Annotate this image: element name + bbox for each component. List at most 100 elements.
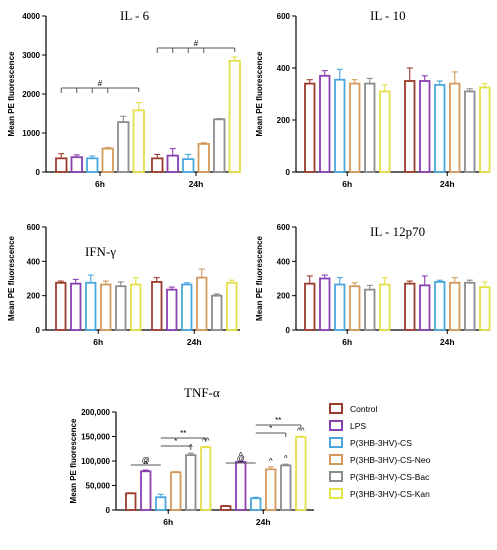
bar-il6-24h-3 bbox=[197, 143, 210, 173]
panel-title-il6: IL - 6 bbox=[120, 8, 150, 23]
bar-il6-24h-0 bbox=[151, 157, 164, 173]
bar-il6-6h-1 bbox=[70, 156, 83, 173]
bar-tnfa-24h-2 bbox=[250, 497, 262, 511]
bar-ifng-6h-2 bbox=[85, 281, 97, 331]
bar-ifng-24h-4 bbox=[211, 294, 223, 331]
bar-il12p70-24h-2 bbox=[434, 281, 446, 331]
bar-tnfa-24h-0 bbox=[220, 505, 232, 511]
bar-ifng-24h-0 bbox=[151, 281, 163, 331]
y-tick-label: 3000 bbox=[22, 51, 40, 60]
legend-item-cs-kan: P(3HB-3HV)-CS-Kan bbox=[329, 488, 430, 499]
legend: Control LPS P(3HB-3HV)-CS P(3HB-3HV)-CS-… bbox=[329, 403, 431, 499]
bar-tnfa-6h-1 bbox=[140, 470, 152, 511]
y-tick-label: 4000 bbox=[22, 12, 40, 21]
legend-label-cs: P(3HB-3HV)-CS bbox=[350, 438, 412, 448]
significance-mark: ** bbox=[275, 416, 281, 425]
y-axis-label: Mean PE fluorescence bbox=[255, 51, 264, 136]
significance-mark: ** bbox=[180, 429, 186, 438]
y-axis-label: Mean PE fluorescence bbox=[255, 235, 264, 320]
bar-ifng-24h-1 bbox=[166, 288, 178, 331]
bar-tnfa-6h-4 bbox=[185, 454, 197, 511]
bar-tnfa-6h-2 bbox=[155, 496, 167, 511]
y-tick-label: 0 bbox=[36, 326, 41, 335]
x-tick-label: 24h bbox=[256, 517, 271, 527]
legend-swatch-cs-kan bbox=[329, 488, 343, 499]
bar-il6-24h-4 bbox=[213, 118, 226, 173]
bar-il10-24h-3 bbox=[449, 82, 461, 173]
bar-il12p70-24h-4 bbox=[464, 281, 476, 331]
significance-mark: ^ bbox=[189, 443, 193, 452]
significance-mark: @ bbox=[142, 456, 150, 465]
significance-mark: * bbox=[269, 424, 272, 433]
y-tick-label: 600 bbox=[277, 12, 291, 21]
legend-label-cs-neo: P(3HB-3HV)-CS-Neo bbox=[350, 455, 431, 465]
bar-il12p70-6h-2 bbox=[334, 283, 346, 331]
x-tick-label: 6h bbox=[163, 517, 173, 527]
bar-il12p70-24h-0 bbox=[404, 282, 416, 331]
panel-ifng: IFN-γ Mean PE fluorescence 0 200 400 600 6h 24h bbox=[7, 223, 240, 347]
bar-tnfa-6h-3 bbox=[170, 471, 182, 511]
bar-il10-24h-2 bbox=[434, 84, 446, 173]
bar-ifng-24h-3 bbox=[196, 276, 208, 331]
y-tick-label: 0 bbox=[286, 168, 291, 177]
y-tick-label: 200 bbox=[277, 292, 291, 301]
y-tick-label: 200 bbox=[27, 292, 41, 301]
bar-il10-24h-1 bbox=[419, 80, 431, 173]
bar-tnfa-24h-5 bbox=[295, 436, 307, 511]
bar-il10-6h-3 bbox=[349, 82, 361, 173]
bar-ifng-6h-0 bbox=[55, 281, 67, 331]
bar-tnfa-24h-3 bbox=[265, 468, 277, 511]
x-tick-label: 24h bbox=[189, 179, 204, 189]
x-tick-label: 24h bbox=[440, 337, 455, 347]
bar-il10-24h-0 bbox=[404, 80, 416, 173]
y-tick-label: 0 bbox=[36, 168, 41, 177]
significance-mark: * bbox=[174, 437, 177, 446]
bar-il10-6h-4 bbox=[364, 82, 376, 173]
bar-il12p70-24h-3 bbox=[449, 281, 461, 331]
y-axis-label: Mean PE fluorescence bbox=[7, 51, 16, 136]
y-tick-label: 200,000 bbox=[81, 408, 110, 417]
bar-il6-24h-1 bbox=[166, 154, 179, 173]
bar-il10-6h-0 bbox=[304, 82, 316, 173]
panel-title-il12p70: IL - 12p70 bbox=[370, 224, 425, 239]
bar-il6-24h-2 bbox=[182, 158, 195, 173]
legend-item-cs-bac: P(3HB-3HV)-CS-Bac bbox=[329, 471, 430, 482]
significance-mark: # bbox=[98, 79, 103, 88]
panel-title-ifng: IFN-γ bbox=[85, 244, 116, 259]
panel-il6: IL - 6 Mean PE fluorescence 0 1000 2000 3000 4… bbox=[7, 8, 241, 189]
y-tick-label: 600 bbox=[27, 223, 41, 232]
x-tick-label: 6h bbox=[93, 337, 103, 347]
y-tick-label: 50,000 bbox=[86, 482, 111, 491]
bar-il6-24h-5 bbox=[228, 59, 241, 173]
bar-ifng-24h-2 bbox=[181, 283, 193, 331]
legend-item-cs: P(3HB-3HV)-CS bbox=[329, 437, 412, 448]
x-tick-label: 24h bbox=[440, 179, 455, 189]
y-tick-label: 2000 bbox=[22, 90, 40, 99]
legend-item-lps: LPS bbox=[329, 420, 366, 431]
panel-il10: IL - 10 Mean PE fluorescence 0 200 400 600 6h 2… bbox=[255, 8, 491, 189]
panel-tnfa: TNF-α Mean PE fluorescence 0 50,000 100,000 1… bbox=[69, 385, 314, 527]
y-axis-label: Mean PE fluorescence bbox=[7, 235, 16, 320]
bar-il10-6h-1 bbox=[319, 74, 331, 173]
significance-mark: # bbox=[194, 39, 199, 48]
x-tick-label: 24h bbox=[187, 337, 202, 347]
bar-il12p70-6h-3 bbox=[349, 285, 361, 331]
y-tick-label: 0 bbox=[286, 326, 291, 335]
bar-il12p70-6h-1 bbox=[319, 277, 331, 331]
panel-il12p70: IL - 12p70 Mean PE fluorescence 0 200 400 600… bbox=[255, 223, 491, 347]
bar-il12p70-24h-5 bbox=[479, 286, 491, 331]
legend-label-lps: LPS bbox=[350, 421, 366, 431]
bar-tnfa-24h-1 bbox=[235, 461, 247, 511]
y-tick-label: 400 bbox=[27, 257, 41, 266]
legend-label-control: Control bbox=[350, 404, 378, 414]
bar-il6-6h-4 bbox=[117, 121, 130, 173]
bar-il12p70-6h-5 bbox=[379, 283, 391, 331]
significance-mark: ^ bbox=[144, 460, 148, 469]
bar-tnfa-6h-5 bbox=[200, 446, 212, 511]
bar-ifng-6h-3 bbox=[100, 283, 112, 331]
legend-swatch-lps bbox=[329, 420, 343, 431]
bar-il10-6h-2 bbox=[334, 78, 346, 173]
legend-label-cs-bac: P(3HB-3HV)-CS-Bac bbox=[350, 472, 430, 482]
